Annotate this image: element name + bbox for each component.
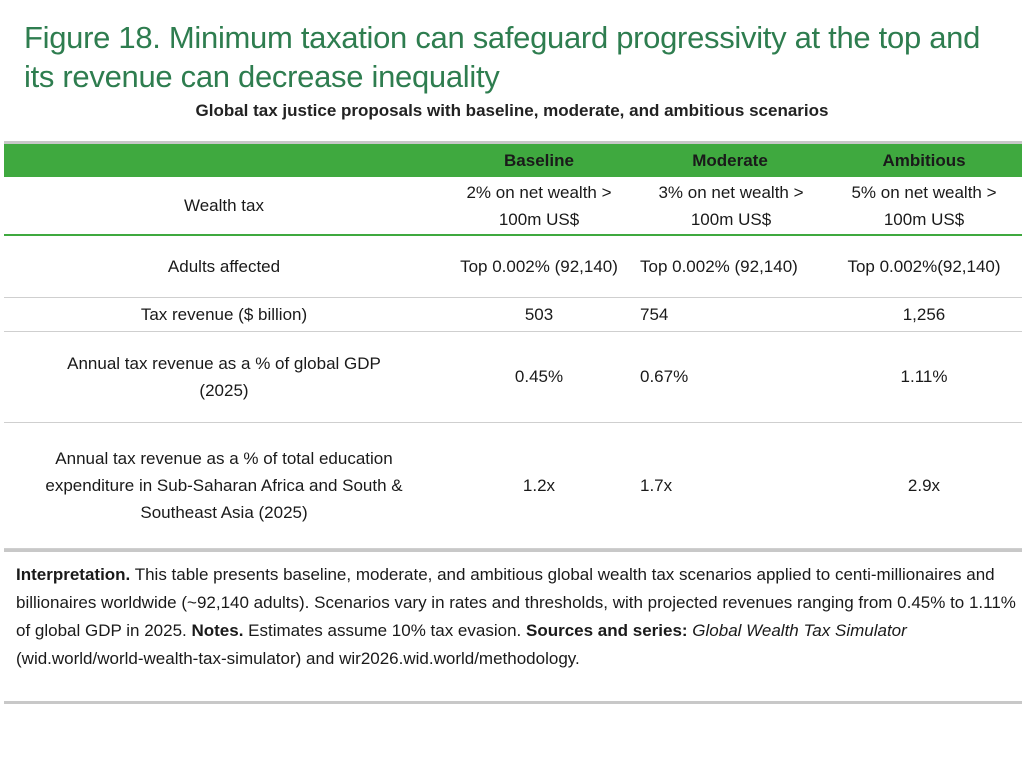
row-label: Wealth tax: [4, 177, 444, 236]
row-label: Annual tax revenue as a % of total educa…: [4, 422, 444, 549]
interpretation-note: Interpretation. This table presents base…: [16, 561, 1016, 673]
wealth-tax-table: Baseline Moderate Ambitious Wealth tax 2…: [4, 144, 1022, 549]
table-row: Annual tax revenue as a % of global GDP …: [4, 331, 1022, 423]
table-row: Annual tax revenue as a % of total educa…: [4, 422, 1022, 549]
row-label: Tax revenue ($ billion): [4, 297, 444, 332]
cell-moderate: 754: [634, 297, 826, 332]
figure-title: Figure 18. Minimum taxation can safeguar…: [24, 20, 981, 94]
notes-label: Notes.: [191, 621, 244, 640]
header-row: Baseline Moderate Ambitious: [4, 144, 1022, 177]
interpretation-label: Interpretation.: [16, 565, 131, 584]
row-label: Annual tax revenue as a % of global GDP …: [4, 331, 444, 423]
notes-top-rule: [4, 549, 1022, 552]
table-row: Adults affected Top 0.002% (92,140) Top …: [4, 235, 1022, 298]
cell-baseline: 2% on net wealth > 100m US$: [444, 177, 634, 236]
cell-ambitious: 1,256: [826, 297, 1022, 332]
sources-text: (wid.world/world-wealth-tax-simulator) a…: [16, 649, 580, 668]
row-label: Adults affected: [4, 235, 444, 298]
interpretation-text: This table presents baseline, moderate, …: [16, 565, 1016, 640]
header-moderate: Moderate: [692, 150, 768, 170]
figure-subtitle: Global tax justice proposals with baseli…: [195, 101, 829, 120]
header-ambitious: Ambitious: [882, 150, 966, 170]
cell-baseline: 0.45%: [444, 331, 634, 423]
cell-moderate: 1.7x: [634, 422, 826, 549]
cell-ambitious: 5% on net wealth > 100m US$: [826, 177, 1022, 236]
cell-ambitious: 1.11%: [826, 331, 1022, 423]
cell-baseline: 1.2x: [444, 422, 634, 549]
top-rule: [4, 141, 1022, 144]
sources-title: Global Wealth Tax Simulator: [692, 621, 907, 640]
table-row: Tax revenue ($ billion) 503 754 1,256: [4, 297, 1022, 332]
cell-baseline: 503: [444, 297, 634, 332]
cell-baseline: Top 0.002% (92,140): [444, 235, 634, 298]
sources-label: Sources and series:: [525, 621, 688, 640]
cell-ambitious: 2.9x: [826, 422, 1022, 549]
header-blank: [4, 144, 444, 177]
bottom-rule: [4, 701, 1022, 704]
cell-moderate: 0.67%: [634, 331, 826, 423]
header-baseline: Baseline: [504, 150, 574, 170]
cell-ambitious: Top 0.002%(92,140): [826, 235, 1022, 298]
notes-text: Estimates assume 10% tax evasion.: [243, 621, 526, 640]
cell-moderate: 3% on net wealth > 100m US$: [634, 177, 826, 236]
cell-moderate: Top 0.002% (92,140): [634, 235, 826, 298]
table-row: Wealth tax 2% on net wealth > 100m US$ 3…: [4, 177, 1022, 236]
